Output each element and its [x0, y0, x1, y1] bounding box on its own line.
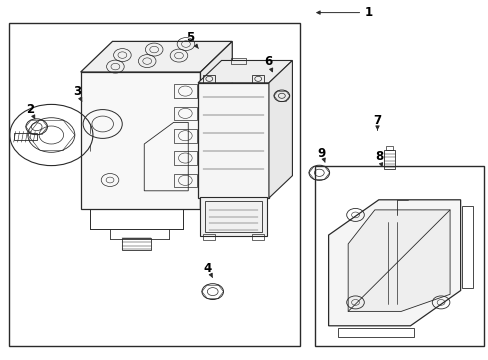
Bar — [122, 238, 150, 250]
Text: 2: 2 — [26, 103, 35, 119]
Polygon shape — [347, 210, 449, 311]
Bar — [173, 107, 197, 120]
Bar — [203, 75, 215, 83]
Text: 7: 7 — [373, 114, 381, 130]
Bar — [315, 166, 483, 346]
Text: 3: 3 — [73, 85, 81, 101]
Bar — [173, 151, 197, 165]
Bar — [173, 84, 197, 98]
Bar — [14, 133, 37, 140]
Polygon shape — [268, 60, 292, 198]
Bar — [200, 197, 266, 236]
Bar — [9, 23, 299, 346]
Polygon shape — [81, 41, 232, 72]
Bar — [231, 58, 245, 64]
Bar — [81, 72, 200, 209]
Text: 9: 9 — [317, 147, 325, 162]
Text: 5: 5 — [185, 31, 198, 49]
Bar — [198, 83, 268, 198]
Bar — [205, 201, 261, 232]
Bar — [173, 174, 197, 187]
Bar — [203, 234, 215, 240]
Text: 6: 6 — [264, 55, 272, 72]
Bar — [251, 234, 264, 240]
Polygon shape — [328, 200, 460, 326]
Text: 8: 8 — [374, 150, 382, 166]
Text: 1: 1 — [316, 6, 372, 19]
Polygon shape — [198, 60, 292, 83]
Bar — [173, 129, 197, 143]
Bar — [251, 75, 264, 83]
Text: 4: 4 — [203, 262, 212, 278]
Polygon shape — [200, 41, 232, 209]
Bar — [384, 150, 394, 169]
Bar — [386, 146, 392, 150]
